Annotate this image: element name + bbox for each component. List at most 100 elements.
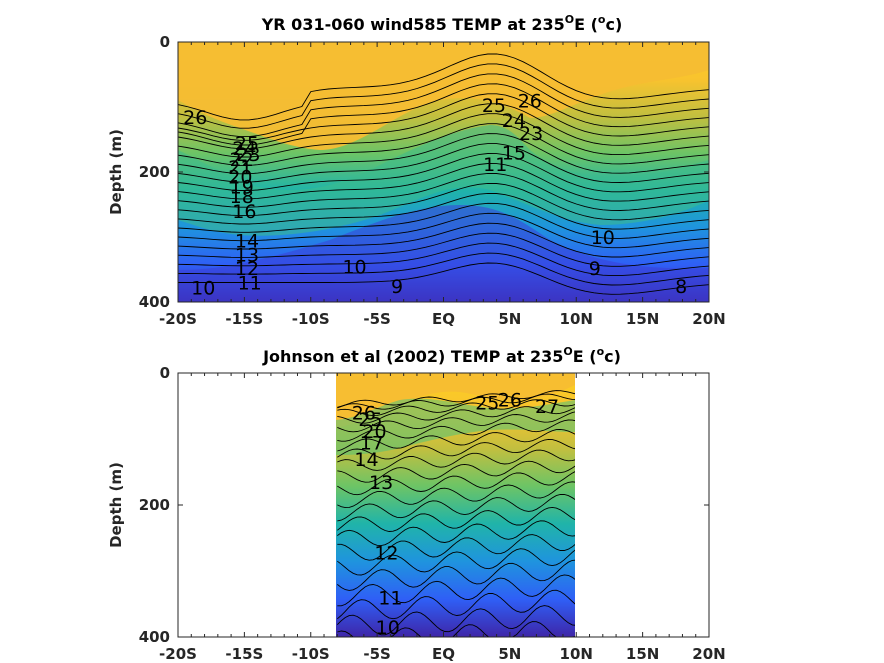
contour-label: 25 [358,409,382,431]
x-tick-label: -15S [225,310,263,328]
contour-label: 25 [235,133,259,155]
x-axis: -20S -15S -10S -5S EQ 5N 10N 15N 20N [159,42,726,328]
x-tick-label: 15N [626,645,659,663]
y-axis: 0 200 400 [139,33,709,311]
deep-layer [178,205,709,302]
contour-label: 12 [235,258,259,280]
contour-line [337,428,575,452]
y-tick-label: 400 [139,628,170,646]
contour-line [337,520,575,547]
contour-line [337,399,575,417]
contour-line [337,559,575,591]
y-tick-label: 0 [160,364,170,382]
contour-line [337,406,575,424]
contour-label: 9 [589,258,601,280]
x-tick-label: -5S [363,310,390,328]
contour-label: 24 [502,110,526,132]
x-tick-label: 20N [692,310,725,328]
y-tick-label: 200 [139,163,170,181]
contour-line [178,153,709,193]
contour-line [178,252,709,286]
contour-line [178,103,709,150]
contour-line [178,73,709,138]
contour-line [178,113,709,158]
x-tick-label: -10S [292,645,330,663]
contour-line [337,506,575,532]
warm-layer [336,373,575,428]
contour-line [337,393,575,410]
contour-line [178,222,709,258]
contour-line [178,163,709,202]
contour-label: 11 [483,154,507,176]
y-tick-label: 0 [160,33,170,51]
contour-label: 10 [376,617,400,639]
contour-line [178,172,709,211]
contour-line [178,202,709,239]
x-tick-label: 20N [692,645,725,663]
x-tick-label: -10S [292,310,330,328]
contour-label: 23 [519,123,543,145]
contour-line [178,192,709,230]
contour-label: 26 [183,107,207,129]
x-tick-label: 10N [560,645,593,663]
x-tick-label: EQ [432,310,455,328]
contour-line [178,242,709,277]
y-axis-label: Depth (m) [107,129,125,215]
chart-title: YR 031-060 wind585 TEMP at 235OE (oc) [261,13,623,34]
contour-line [337,419,575,442]
contour-label: 11 [378,587,402,609]
contour-line [337,548,575,576]
contour-line [337,574,575,607]
chart-title: Johnson et al (2002) TEMP at 235OE (oc) [262,345,621,366]
contour-label: 10 [591,227,615,249]
contour-label: 10 [191,278,215,300]
contour-label: 10 [342,256,366,278]
contour-line [337,481,575,509]
x-tick-label: -5S [363,645,390,663]
chart-panel-observations: Johnson et al (2002) TEMP at 235OE (oc) … [107,345,726,663]
contour-line [337,411,575,433]
x-axis: -20S -15S -10S -5S EQ 5N 10N 15N 20N [159,373,726,663]
contour-label: 26 [518,91,542,113]
contour-line [178,232,709,267]
contour-line [178,212,709,249]
contour-line [337,534,575,561]
contour-label: 11 [238,273,262,295]
contour-lines [178,53,709,295]
x-tick-label: EQ [432,645,455,663]
contour-label: 15 [502,143,526,165]
contour-label: 16 [232,201,256,223]
contour-label: 13 [369,472,393,494]
contour-label: 24 [232,138,256,160]
contour-label: 21 [228,157,252,179]
x-tick-label: -20S [159,645,197,663]
contour-label: 14 [354,449,378,471]
y-tick-label: 200 [139,496,170,514]
chart-panel-model: YR 031-060 wind585 TEMP at 235OE (oc) 26… [107,13,726,328]
contour-line [178,63,709,129]
contour-label: 17 [360,432,384,454]
contour-line [337,471,575,496]
contour-label: 25 [475,393,499,415]
contour-line [178,182,709,221]
contour-line [337,589,575,620]
contour-line [178,262,709,295]
contour-line [178,133,709,175]
contour-label: 20 [228,167,252,189]
green-layer [178,125,709,236]
contour-label: 23 [236,144,260,166]
y-tick-label: 400 [139,293,170,311]
warm-layer [178,42,709,150]
contour-label: 26 [498,389,522,411]
contour-line [337,449,575,471]
contour-label: 22 [230,149,254,171]
y-axis-label: Depth (m) [107,462,125,548]
contour-line [337,460,575,483]
contour-line [178,93,709,141]
contour-line [178,83,709,146]
contour-line [178,53,709,121]
